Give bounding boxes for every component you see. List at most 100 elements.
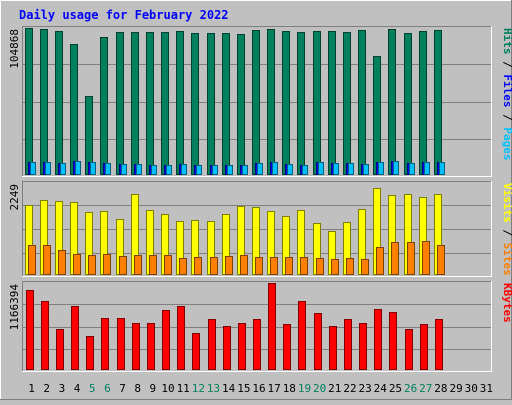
bar-visits-sites-day-14	[225, 256, 233, 275]
bar-visits-sites-day-27	[422, 241, 430, 275]
axis-title-separator: /	[501, 223, 512, 243]
bar-hits-hits-day-15	[237, 34, 245, 175]
bar-hits-hits-day-27	[419, 31, 427, 175]
axis-title-files: Files	[501, 74, 512, 107]
bar-kbytes-kbytes-day-9	[147, 323, 155, 370]
x-tick-label-day-12: 12	[192, 382, 205, 395]
bar-hits-hits-day-4	[70, 44, 78, 175]
bar-hits-pages-day-15	[242, 165, 248, 175]
bar-hits-hits-day-2	[40, 29, 48, 175]
bar-hits-pages-day-5	[90, 162, 96, 175]
x-tick-label-day-19: 19	[298, 382, 311, 395]
bar-hits-pages-day-22	[348, 163, 354, 175]
panel-hits-axis-title: Hits / Files / Pages	[501, 28, 512, 161]
bar-visits-sites-day-1	[28, 245, 36, 275]
bar-hits-hits-day-10	[161, 32, 169, 175]
bar-kbytes-kbytes-day-4	[71, 306, 79, 370]
bar-visits-sites-day-21	[331, 259, 339, 275]
axis-title-visits: Visits	[501, 183, 512, 223]
bar-visits-sites-day-28	[437, 245, 445, 275]
bar-hits-hits-day-23	[358, 30, 366, 175]
bar-hits-pages-day-14	[227, 165, 233, 175]
x-tick-label-day-17: 17	[268, 382, 281, 395]
bar-visits-sites-day-5	[88, 255, 96, 275]
bar-hits-pages-day-21	[333, 163, 339, 175]
bar-hits-pages-day-7	[121, 164, 127, 175]
bar-visits-sites-day-15	[240, 255, 248, 275]
bar-hits-hits-day-18	[282, 31, 290, 175]
bar-kbytes-kbytes-day-26	[405, 329, 413, 370]
bar-hits-hits-day-21	[328, 31, 336, 175]
panel-hits: 104868 Hits / Files / Pages	[8, 26, 512, 177]
bar-hits-pages-day-8	[136, 164, 142, 175]
bar-hits-pages-day-12	[196, 165, 202, 175]
bar-visits-sites-day-7	[119, 256, 127, 275]
bar-hits-hits-day-13	[207, 33, 215, 175]
bar-visits-sites-day-11	[179, 258, 187, 275]
x-tick-label-day-18: 18	[283, 382, 296, 395]
bar-kbytes-kbytes-day-17	[268, 283, 276, 370]
bar-visits-sites-day-26	[407, 242, 415, 275]
x-tick-label-day-1: 1	[28, 382, 35, 395]
panel-visits: 2249 Visits / Sites	[8, 181, 512, 277]
bar-visits-sites-day-16	[255, 257, 263, 275]
bar-hits-hits-day-20	[313, 31, 321, 175]
bar-visits-sites-day-23	[361, 259, 369, 275]
bar-visits-sites-day-22	[346, 258, 354, 275]
x-tick-label-day-10: 10	[161, 382, 174, 395]
x-tick-label-day-3: 3	[59, 382, 66, 395]
chart-panels: 104868 Hits / Files / Pages 2249 Visits / S…	[8, 26, 512, 372]
x-tick-label-day-27: 27	[419, 382, 432, 395]
bar-visits-sites-day-24	[376, 247, 384, 275]
x-tick-label-day-28: 28	[434, 382, 447, 395]
x-tick-label-day-29: 29	[449, 382, 462, 395]
bar-visits-sites-day-13	[210, 257, 218, 275]
axis-title-hits: Hits	[501, 28, 512, 55]
bar-hits-hits-day-6	[100, 37, 108, 175]
bar-hits-pages-day-26	[409, 163, 415, 175]
bar-hits-hits-day-3	[55, 31, 63, 175]
x-tick-label-day-21: 21	[328, 382, 341, 395]
x-tick-label-day-15: 15	[237, 382, 250, 395]
x-tick-label-day-31: 31	[480, 382, 493, 395]
panel-kbytes-max-label: 1166394	[8, 284, 21, 331]
bar-visits-sites-day-25	[391, 242, 399, 275]
bar-hits-pages-day-11	[181, 164, 187, 175]
bar-hits-hits-day-9	[146, 32, 154, 175]
bar-visits-sites-day-17	[270, 257, 278, 275]
x-tick-label-day-24: 24	[374, 382, 388, 395]
bar-hits-pages-day-9	[151, 165, 157, 175]
axis-title-kbytes: KBytes	[501, 283, 512, 323]
x-tick-label-day-25: 25	[389, 382, 402, 395]
bar-visits-sites-day-10	[164, 255, 172, 275]
bar-kbytes-kbytes-day-22	[344, 319, 352, 370]
bar-hits-pages-day-18	[287, 164, 293, 175]
bar-kbytes-kbytes-day-11	[177, 306, 185, 370]
bar-hits-hits-day-1	[25, 28, 33, 175]
bar-hits-hits-day-24	[373, 56, 381, 175]
bar-hits-pages-day-10	[166, 165, 172, 175]
bar-kbytes-kbytes-day-23	[359, 323, 367, 370]
bar-hits-hits-day-8	[131, 32, 139, 175]
panel-visits-axis-title: Visits / Sites	[501, 183, 512, 276]
bar-hits-pages-day-2	[45, 162, 51, 175]
bar-kbytes-kbytes-day-21	[329, 326, 337, 370]
bar-hits-hits-day-12	[191, 33, 199, 175]
x-tick-label-day-8: 8	[134, 382, 141, 395]
bar-visits-sites-day-19	[300, 257, 308, 275]
bar-kbytes-kbytes-day-12	[192, 333, 200, 370]
bar-visits-sites-day-6	[103, 254, 111, 275]
bar-kbytes-kbytes-day-27	[420, 324, 428, 370]
bar-hits-pages-day-27	[424, 162, 430, 175]
axis-title-sites: Sites	[501, 243, 512, 276]
bar-visits-sites-day-8	[134, 255, 142, 275]
series-hits	[25, 28, 442, 175]
bar-hits-pages-day-13	[212, 165, 218, 175]
series-kbytes	[26, 283, 443, 370]
bar-kbytes-kbytes-day-2	[41, 301, 49, 370]
bar-kbytes-kbytes-day-25	[389, 312, 397, 370]
bar-hits-hits-day-26	[404, 33, 412, 175]
bar-kbytes-kbytes-day-10	[162, 310, 170, 370]
bar-hits-pages-day-1	[30, 162, 36, 175]
bar-kbytes-kbytes-day-7	[117, 318, 125, 370]
